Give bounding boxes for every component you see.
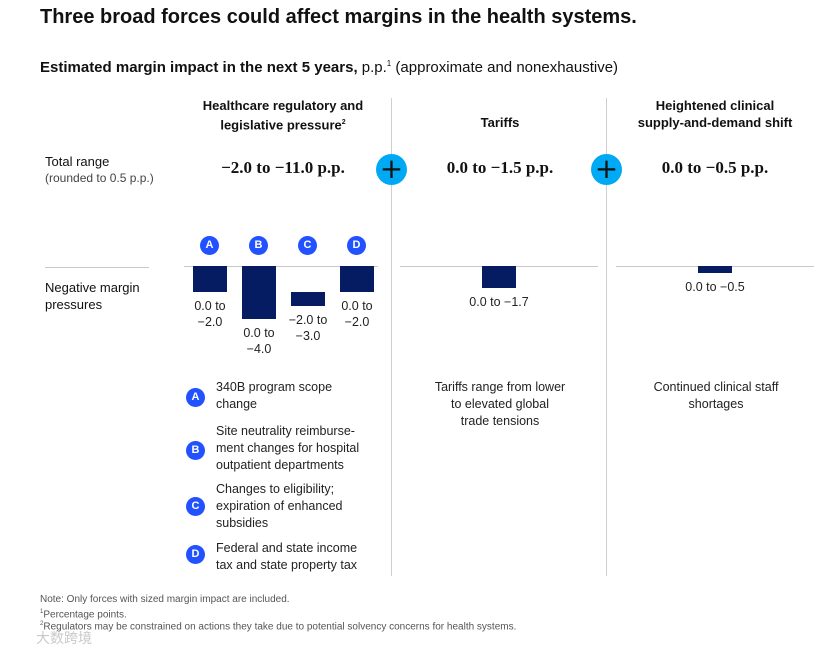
column-header-line1: Heightened clinical	[655, 98, 775, 113]
subtitle-rest: (approximate and nonexhaustive)	[391, 59, 619, 76]
bar-a	[193, 266, 227, 293]
legend-text-line: outpatient departments	[216, 458, 344, 472]
legend-text-line: subsidies	[216, 516, 269, 530]
legend-badge-b: B	[186, 441, 205, 460]
badge-d: D	[347, 236, 366, 255]
watermark: 大数跨境	[36, 630, 92, 646]
column-header-line2: legislative pressure2	[220, 117, 346, 133]
bar-value-label: 0.0 to −4.0	[243, 325, 275, 356]
legend-text-line: Site neutrality reimburse-	[216, 424, 355, 438]
footnote-2: 2Regulators may be constrained on action…	[40, 621, 517, 633]
column-header-clinical: Heightened clinical supply-and-demand sh…	[620, 97, 810, 131]
legend-text-line: Federal and state income	[216, 541, 358, 555]
legend-text-line: Changes to eligibility;	[216, 482, 335, 496]
badge-a: A	[200, 236, 219, 255]
page-title: Three broad forces could affect margins …	[40, 6, 637, 28]
legend-badge-a: A	[186, 388, 205, 407]
clinical-description: Continued clinical staff shortages	[653, 380, 779, 411]
legend-text-line: 340B program scope	[216, 380, 333, 394]
zero-baseline	[184, 266, 378, 267]
bar-tariffs	[482, 266, 516, 289]
bar-value-label: 0.0 to −0.5	[685, 279, 745, 294]
chart-subtitle: Estimated margin impact in the next 5 ye…	[40, 59, 618, 76]
plus-icon: +	[376, 154, 407, 185]
column-divider	[606, 98, 607, 576]
row-label-rule	[45, 267, 149, 268]
subtitle-unit: p.p.	[357, 59, 387, 76]
row-label-negative-line1: Negative margin	[45, 280, 140, 295]
row-label-total-range-note: (rounded to 0.5 p.p.)	[45, 171, 154, 185]
subtitle-bold: Estimated margin impact in the next 5 ye…	[40, 59, 358, 76]
plus-icon: +	[591, 154, 622, 185]
legend-text-line: change	[216, 397, 258, 411]
total-range-clinical: 0.0 to −0.5 p.p.	[661, 158, 769, 177]
bar-b	[242, 266, 276, 319]
legend-text-line: expiration of enhanced	[216, 499, 343, 513]
legend-text-line: tax and state property tax	[216, 558, 358, 572]
badge-c: C	[298, 236, 317, 255]
column-header-footnote-mark: 2	[341, 119, 346, 126]
row-label-negative-line2: pressures	[45, 297, 103, 312]
bar-clinical	[698, 266, 732, 273]
total-range-tariffs: 0.0 to −1.5 p.p.	[446, 158, 554, 177]
legend-badge-c: C	[186, 497, 205, 516]
column-header-regulatory: Healthcare regulatory and legislative pr…	[190, 97, 376, 133]
subtitle-footnote-mark: 1	[386, 59, 392, 68]
column-header-tariffs: Tariffs	[480, 115, 520, 130]
bar-d	[340, 266, 374, 293]
column-divider	[391, 98, 392, 576]
column-header-line2: supply-and-demand shift	[637, 115, 793, 130]
footnote-1: 1Percentage points.	[40, 609, 127, 621]
bar-value-label: 0.0 to −2.0	[341, 299, 373, 330]
bar-value-label: 0.0 to −2.0	[194, 299, 226, 330]
legend-text-line: ment changes for hospital	[216, 441, 360, 455]
column-header-line1: Healthcare regulatory and	[202, 98, 364, 113]
bar-c	[291, 292, 325, 306]
badge-b: B	[249, 236, 268, 255]
tariffs-description: Tariffs range from lower to elevated glo…	[434, 380, 566, 428]
note-text: Note: Only forces with sized margin impa…	[40, 594, 290, 605]
bar-value-label: 0.0 to −1.7	[469, 295, 529, 310]
row-label-total-range: Total range	[45, 154, 110, 169]
legend-badge-d: D	[186, 545, 205, 564]
total-range-regulatory: −2.0 to −11.0 p.p.	[221, 158, 345, 177]
bar-value-label: −2.0 to −3.0	[288, 312, 328, 343]
